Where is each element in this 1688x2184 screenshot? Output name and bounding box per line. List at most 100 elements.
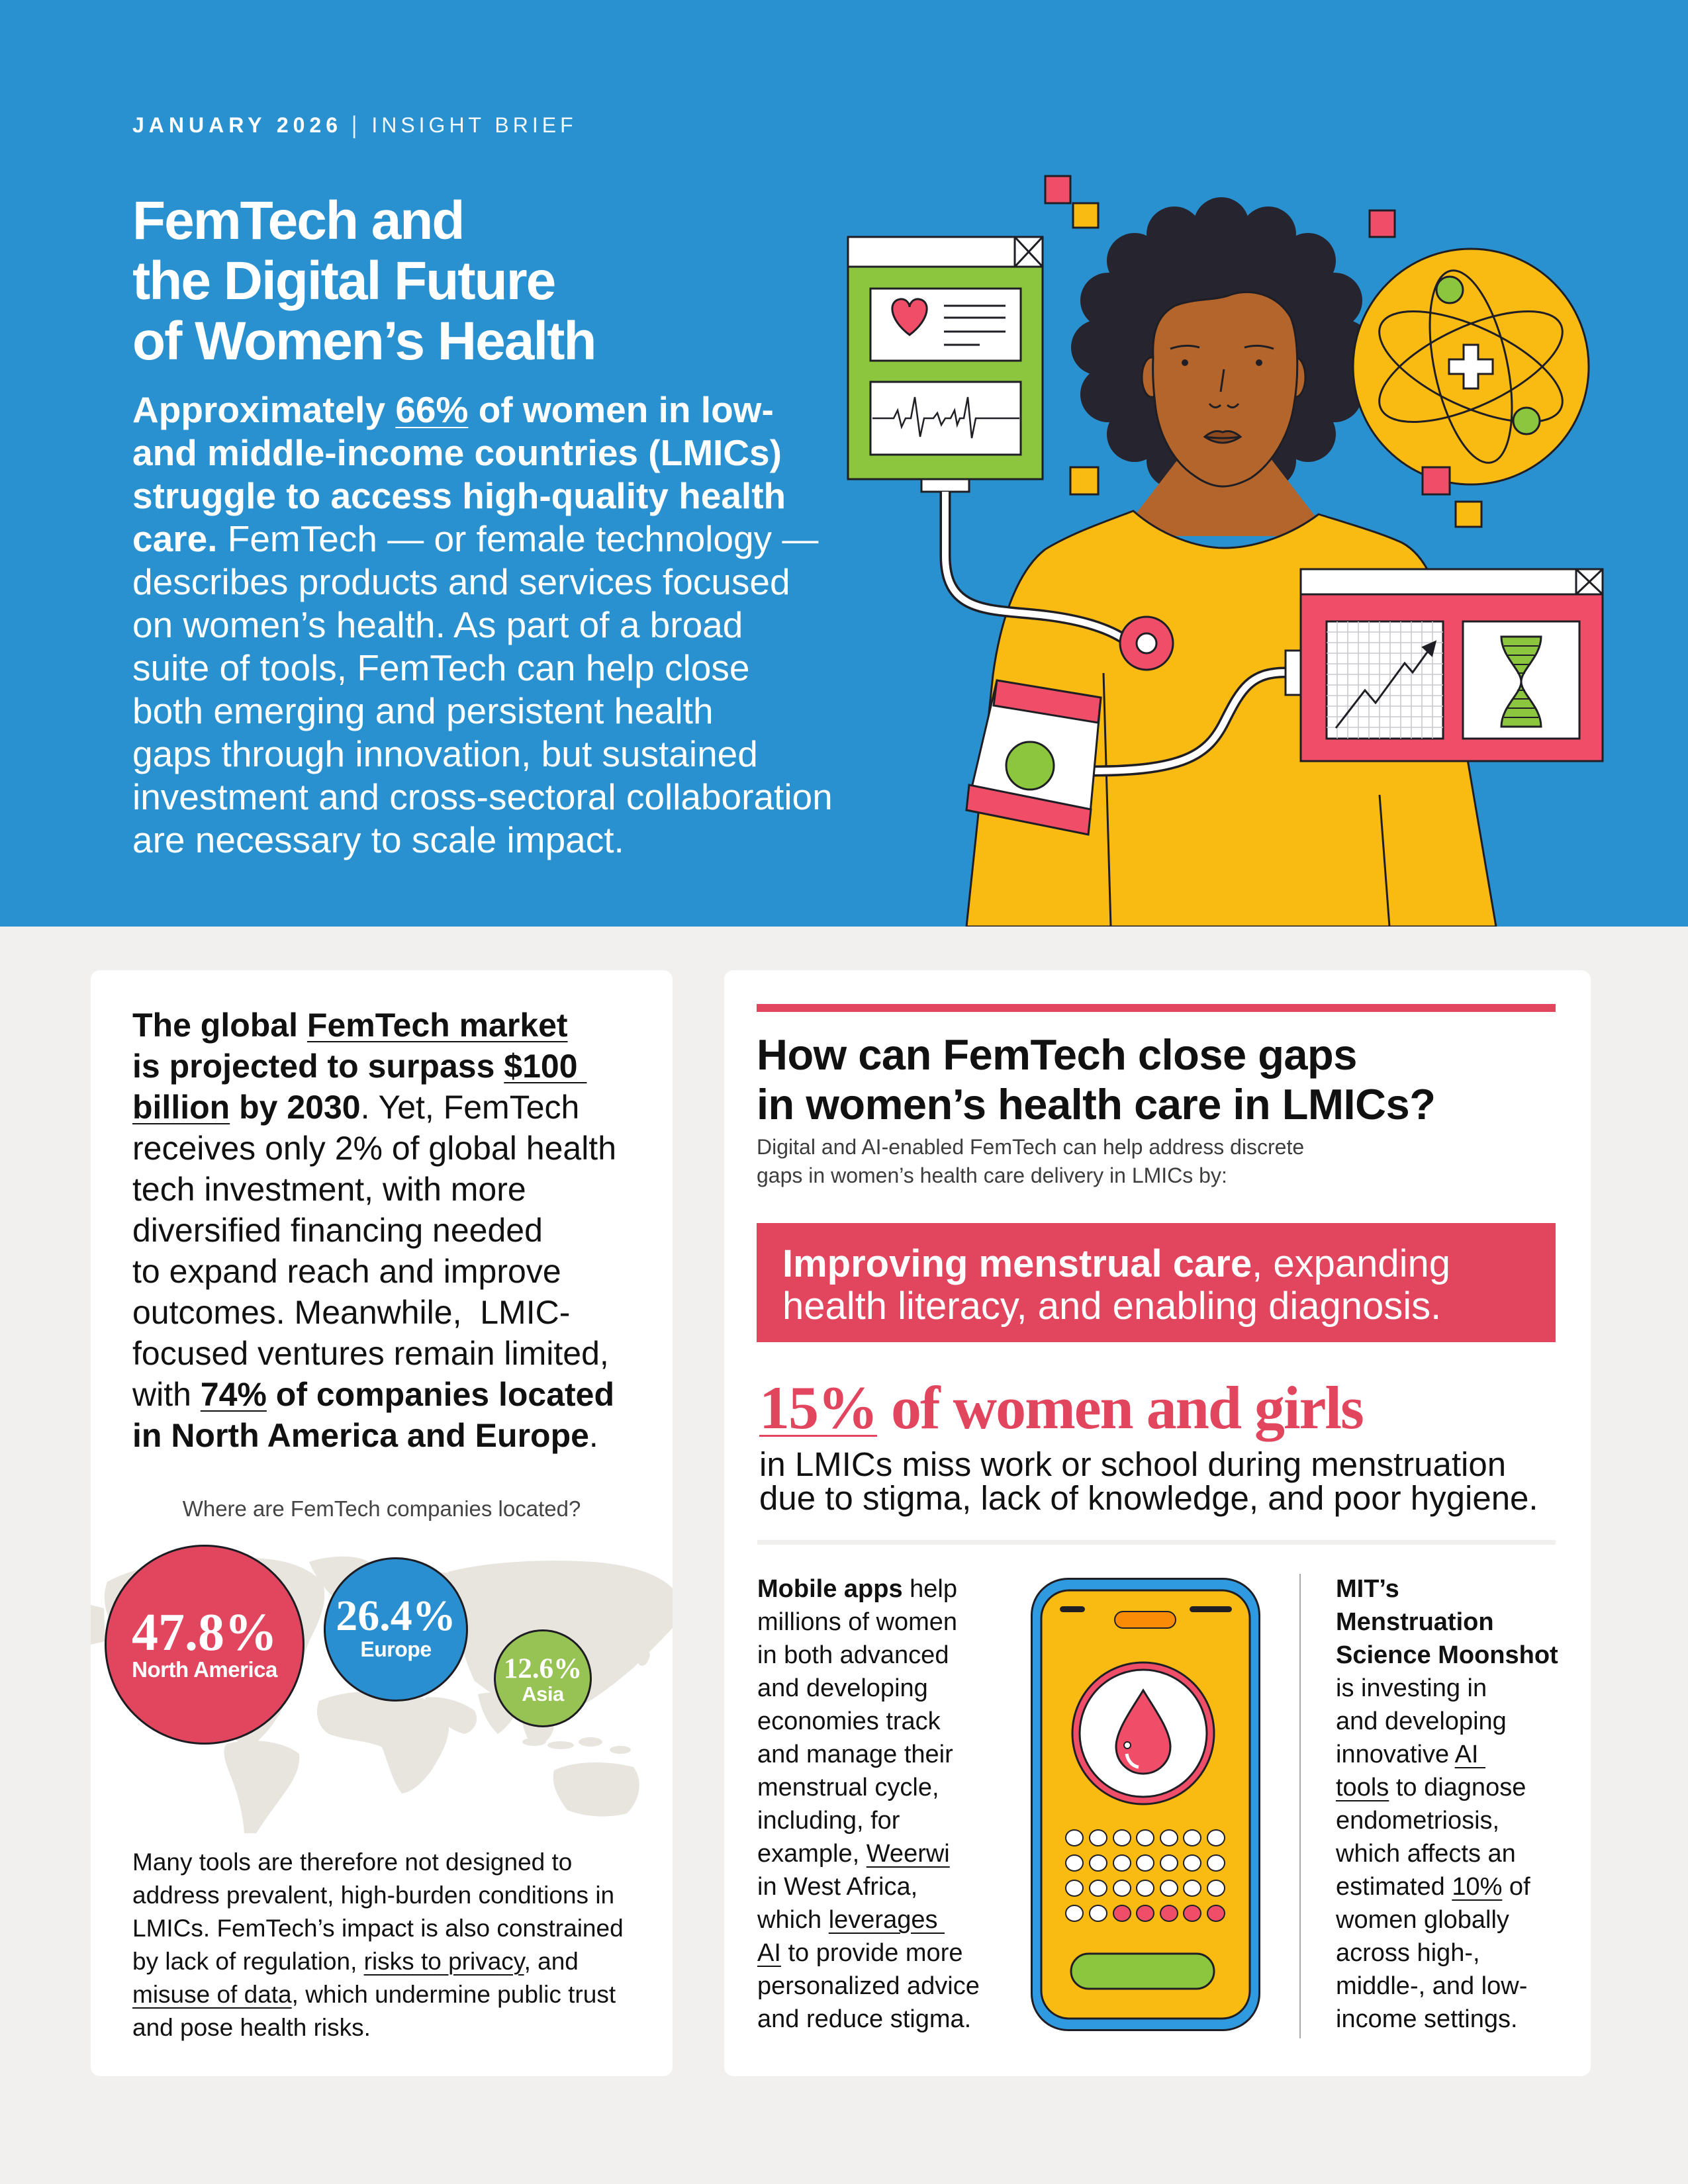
text-segment: both emerging and persistent health bbox=[132, 690, 714, 731]
neck bbox=[1119, 443, 1331, 536]
text-segment: middle-, and low- bbox=[1336, 1972, 1528, 2000]
heading-line: How can FemTech close gaps bbox=[757, 1030, 1357, 1079]
inline-link[interactable]: 10% bbox=[1452, 1873, 1503, 1901]
text-segment: which bbox=[757, 1906, 829, 1934]
text-segment: investment and cross-sectoral collaborat… bbox=[132, 776, 833, 817]
text-segment: endometriosis, bbox=[1336, 1807, 1500, 1835]
inline-link[interactable]: $100 bbox=[504, 1048, 587, 1085]
inline-link[interactable]: billion bbox=[132, 1089, 230, 1126]
text-segment: income settings. bbox=[1336, 2005, 1518, 2033]
text-segment: of women and girls bbox=[877, 1374, 1364, 1441]
cycle-calendar bbox=[1065, 1829, 1225, 1922]
inline-link[interactable]: 66% bbox=[395, 389, 469, 430]
bubble-asia: 12.6% Asia bbox=[494, 1629, 592, 1727]
text-line: by lack of regulation, risks to privacy,… bbox=[132, 1945, 624, 1978]
text-line: LMICs. FemTech’s impact is also constrai… bbox=[132, 1912, 624, 1945]
text-segment: menstrual cycle, bbox=[757, 1774, 939, 1801]
stat-description: in LMICs miss work or school during mens… bbox=[759, 1447, 1538, 1515]
cable bbox=[939, 492, 1132, 647]
trend-up-icon bbox=[1335, 648, 1431, 729]
text-line: women globally bbox=[1336, 1903, 1558, 1936]
text-line: and manage their bbox=[757, 1738, 980, 1771]
text-line: The global FemTech market bbox=[132, 1005, 616, 1046]
stat-headline: 15% of women and girls bbox=[759, 1374, 1364, 1441]
face bbox=[1152, 291, 1299, 488]
inline-link[interactable]: 74% bbox=[200, 1376, 267, 1413]
text-segment: and reduce stigma. bbox=[757, 2005, 972, 2033]
gaps-card: How can FemTech close gaps in women’s he… bbox=[724, 970, 1591, 2076]
text-line: economies track bbox=[757, 1705, 980, 1738]
text-line: on women’s health. As part of a broad bbox=[132, 604, 833, 647]
title-line: FemTech and bbox=[132, 191, 465, 251]
inline-link[interactable]: risks to privacy bbox=[363, 1948, 524, 1975]
text-line: MIT’s bbox=[1336, 1572, 1558, 1606]
title-line: of Women’s Health bbox=[132, 311, 597, 371]
text-line: across high-, bbox=[1336, 1936, 1558, 1970]
text-line: investment and cross-sectoral collaborat… bbox=[132, 776, 833, 819]
heart-icon bbox=[891, 298, 928, 336]
market-summary: The global FemTech market is projected to… bbox=[132, 1005, 616, 1456]
text-line: due to stigma, lack of knowledge, and po… bbox=[759, 1481, 1538, 1515]
inline-link[interactable]: AI bbox=[757, 1939, 781, 1967]
text-line: focused ventures remain limited, bbox=[132, 1333, 616, 1374]
text-segment: focused ventures remain limited, bbox=[132, 1335, 609, 1372]
kicker: JANUARY 2026 | INSIGHT BRIEF bbox=[132, 111, 577, 139]
inline-link[interactable]: AI bbox=[1454, 1741, 1486, 1768]
cable bbox=[1092, 666, 1286, 777]
subtitle-line: gaps in women’s health care delivery in … bbox=[757, 1163, 1227, 1187]
accent-bar bbox=[757, 1004, 1556, 1012]
text-line: tools to diagnose bbox=[1336, 1771, 1558, 1804]
intro-paragraph: Approximately 66% of women in low-and mi… bbox=[132, 388, 833, 862]
text-segment: women globally bbox=[1336, 1906, 1509, 1934]
text-segment: Many tools are therefore not designed to bbox=[132, 1848, 573, 1876]
text-segment: tech investment, with more bbox=[132, 1171, 526, 1208]
text-line: and reduce stigma. bbox=[757, 2003, 980, 2036]
text-line: in LMICs miss work or school during mens… bbox=[759, 1447, 1538, 1481]
bubble-value: 47.8% bbox=[132, 1604, 277, 1662]
text-segment: and developing bbox=[757, 1674, 928, 1702]
inline-link[interactable]: leverages bbox=[828, 1906, 945, 1934]
text-line: gaps through innovation, but sustained bbox=[132, 733, 833, 776]
text-segment: MIT’s bbox=[1336, 1575, 1399, 1603]
text-line: struggle to access high-quality health bbox=[132, 475, 833, 518]
text-line: and developing bbox=[757, 1672, 980, 1705]
text-line: is investing in bbox=[1336, 1672, 1558, 1705]
text-line: diversified financing needed bbox=[132, 1210, 616, 1251]
text-line: in North America and Europe. bbox=[132, 1415, 616, 1456]
inline-link[interactable]: 15% bbox=[759, 1374, 878, 1441]
text-segment: and developing bbox=[1336, 1707, 1507, 1735]
close-icon bbox=[1013, 236, 1044, 268]
text-line: Science Moonshot bbox=[1336, 1639, 1558, 1672]
location-chart-title: Where are FemTech companies located? bbox=[182, 1496, 581, 1521]
kicker-separator: | bbox=[352, 111, 357, 139]
text-line: and pose health risks. bbox=[132, 2011, 624, 2044]
bubble-value: 12.6% bbox=[503, 1653, 583, 1684]
analytics-chart-window-icon bbox=[1284, 568, 1604, 762]
text-line: to expand reach and improve bbox=[132, 1251, 616, 1292]
text-segment: in West Africa, bbox=[757, 1873, 918, 1901]
subtitle-line: Digital and AI-enabled FemTech can help … bbox=[757, 1135, 1305, 1159]
text-line: income settings. bbox=[1336, 2003, 1558, 2036]
text-line: misuse of data, which undermine public t… bbox=[132, 1978, 624, 2011]
inline-link[interactable]: FemTech market bbox=[306, 1007, 568, 1044]
text-segment: Menstruation bbox=[1336, 1608, 1494, 1636]
inline-link[interactable]: Weerwi bbox=[866, 1840, 950, 1868]
close-icon bbox=[1575, 568, 1604, 596]
text-line: innovative AI bbox=[1336, 1738, 1558, 1771]
text-segment: with bbox=[132, 1376, 201, 1413]
bubble-label: North America bbox=[132, 1657, 277, 1682]
constraints-paragraph: Many tools are therefore not designed to… bbox=[132, 1846, 624, 2044]
ecg-waveform-icon bbox=[872, 396, 1019, 439]
highlight-text: Improving menstrual care, expanding healt… bbox=[782, 1243, 1450, 1328]
text-segment: to expand reach and improve bbox=[132, 1253, 561, 1290]
text-line: in both advanced bbox=[757, 1639, 980, 1672]
atom-medical-cross-icon bbox=[1352, 248, 1590, 486]
text-segment: , and bbox=[524, 1948, 579, 1975]
inline-link[interactable]: misuse of data bbox=[132, 1981, 292, 2008]
bubble-label: Asia bbox=[522, 1682, 564, 1706]
text-line: both emerging and persistent health bbox=[132, 690, 833, 733]
decorative-squares bbox=[1044, 175, 1483, 528]
text-segment: which affects an bbox=[1336, 1840, 1516, 1868]
inline-link[interactable]: tools bbox=[1336, 1774, 1389, 1801]
bubble-europe: 26.4% Europe bbox=[324, 1557, 468, 1702]
